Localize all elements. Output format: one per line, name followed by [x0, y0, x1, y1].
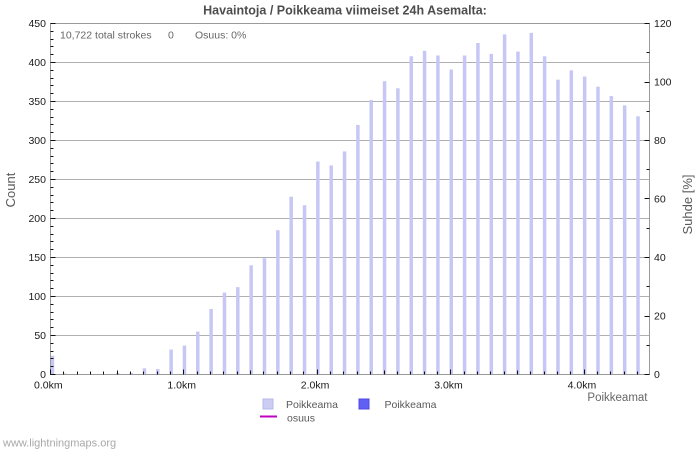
svg-text:www.lightningmaps.org: www.lightningmaps.org — [2, 438, 116, 450]
svg-text:Poikkeama: Poikkeama — [286, 399, 338, 411]
svg-text:Havaintoja / Poikkeama viimeis: Havaintoja / Poikkeama viimeiset 24h Ase… — [203, 4, 487, 18]
svg-text:0.0km: 0.0km — [34, 380, 63, 392]
svg-text:Osuus: 0%: Osuus: 0% — [195, 30, 246, 42]
svg-text:100: 100 — [654, 76, 672, 88]
svg-text:1.0km: 1.0km — [167, 380, 196, 392]
svg-text:60: 60 — [654, 193, 666, 205]
svg-text:Count: Count — [3, 172, 18, 207]
svg-text:120: 120 — [654, 18, 672, 30]
svg-text:Poikkeamat: Poikkeamat — [587, 392, 648, 404]
svg-text:250: 250 — [28, 174, 46, 186]
svg-text:50: 50 — [34, 330, 46, 342]
svg-text:300: 300 — [28, 135, 46, 147]
svg-text:4.0km: 4.0km — [568, 380, 597, 392]
svg-text:150: 150 — [28, 252, 46, 264]
svg-text:400: 400 — [28, 57, 46, 69]
svg-text:100: 100 — [28, 291, 46, 303]
svg-text:450: 450 — [28, 18, 46, 30]
svg-text:0: 0 — [40, 369, 46, 381]
svg-text:10,722 total strokes: 10,722 total strokes — [60, 30, 152, 42]
svg-text:200: 200 — [28, 213, 46, 225]
svg-text:2.0km: 2.0km — [301, 380, 330, 392]
svg-text:Suhde [%]: Suhde [%] — [680, 175, 695, 235]
svg-text:0: 0 — [168, 30, 174, 42]
svg-text:3.0km: 3.0km — [434, 380, 463, 392]
svg-text:350: 350 — [28, 96, 46, 108]
svg-text:40: 40 — [654, 252, 666, 264]
svg-text:0: 0 — [654, 369, 660, 381]
svg-text:osuus: osuus — [287, 413, 315, 425]
svg-text:Poikkeama: Poikkeama — [385, 399, 437, 411]
svg-text:80: 80 — [654, 135, 666, 147]
svg-text:20: 20 — [654, 310, 666, 322]
